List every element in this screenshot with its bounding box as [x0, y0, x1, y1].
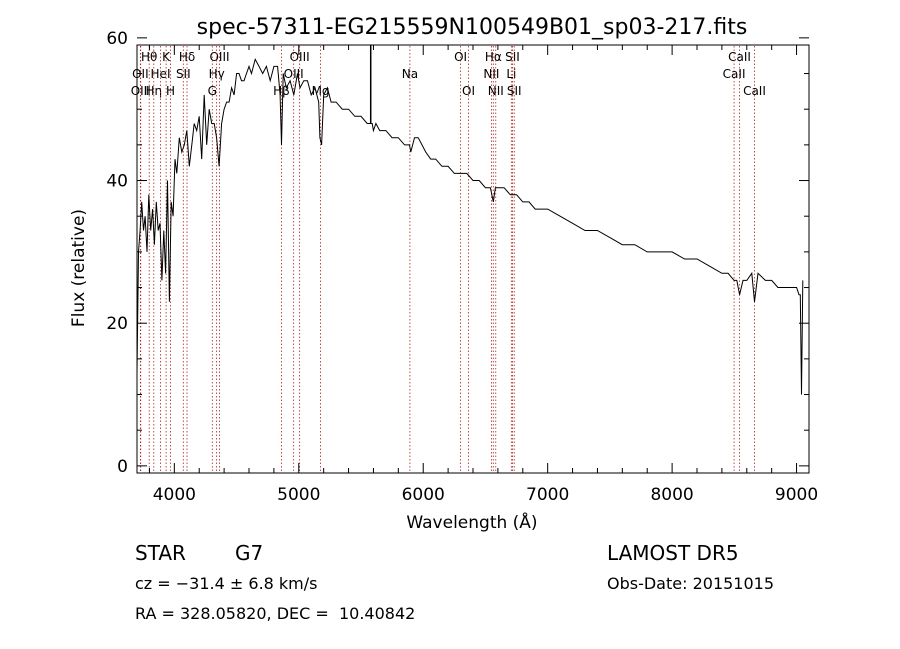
marker-label-15: Mg: [312, 84, 330, 98]
marker-label-21: NII: [488, 84, 504, 98]
marker-label-14: OIII: [284, 67, 304, 81]
marker-label-20: NII: [483, 67, 499, 81]
marker-label-4: HeI: [151, 67, 171, 81]
marker-label-2: OIII: [131, 84, 151, 98]
x-tick-label-4: 8000: [650, 485, 693, 505]
y-tick-label-2: 40: [106, 172, 128, 192]
survey-label: LAMOST DR5: [607, 541, 739, 565]
marker-label-24: SII: [507, 84, 522, 98]
object-subclass: G7: [235, 541, 264, 565]
obs-date: Obs-Date: 20151015: [607, 574, 775, 593]
marker-label-18: OI: [462, 84, 475, 98]
marker-label-7: Hδ: [179, 50, 195, 64]
marker-label-16: Na: [402, 67, 418, 81]
plot-frame: [136, 44, 810, 474]
y-tick-label-3: 60: [106, 29, 128, 49]
x-tick-label-1: 5000: [277, 485, 320, 505]
marker-label-6: H: [166, 84, 175, 98]
axis-ticks: 4000 5000 6000 7000 8000 9000 0 20 40 60: [106, 29, 818, 505]
y-axis-label: Flux (relative): [69, 209, 89, 327]
marker-label-26: CaII: [723, 67, 746, 81]
marker-label-17: OI: [454, 50, 467, 64]
marker-label-5: K: [162, 50, 171, 64]
y-tick-label-1: 20: [106, 314, 128, 334]
x-tick-label-3: 7000: [526, 485, 569, 505]
marker-label-22: SII: [505, 50, 520, 64]
object-class: STAR: [135, 541, 186, 565]
marker-label-13: OIII: [290, 50, 310, 64]
marker-label-19: Hα: [485, 50, 502, 64]
marker-label-11: G: [208, 84, 217, 98]
x-axis-label: Wavelength (Å): [406, 511, 537, 533]
x-tick-label-5: 9000: [775, 485, 818, 505]
x-tick-label-2: 6000: [402, 485, 445, 505]
coordinates-text: RA = 328.05820, DEC = 10.40842: [135, 604, 416, 623]
marker-label-3: Hη: [145, 84, 162, 98]
spectrum-series: [136, 45, 804, 395]
y-tick-label-0: 0: [117, 457, 128, 477]
marker-label-12: Hβ: [273, 84, 290, 98]
chart-title: spec-57311-EG215559N100549B01_sp03-217.f…: [197, 15, 748, 40]
spectrum-line: [136, 57, 804, 395]
x-tick-label-0: 4000: [153, 485, 196, 505]
marker-label-25: CaII: [728, 50, 751, 64]
marker-label-9: OIII: [209, 50, 229, 64]
marker-label-27: CaII: [743, 84, 766, 98]
redshift-text: cz = −31.4 ± 6.8 km/s: [135, 574, 318, 593]
marker-label-23: Li: [506, 67, 516, 81]
marker-label-0: Hθ: [141, 50, 157, 64]
marker-label-10: Hγ: [209, 67, 225, 81]
marker-label-8: SII: [176, 67, 191, 81]
